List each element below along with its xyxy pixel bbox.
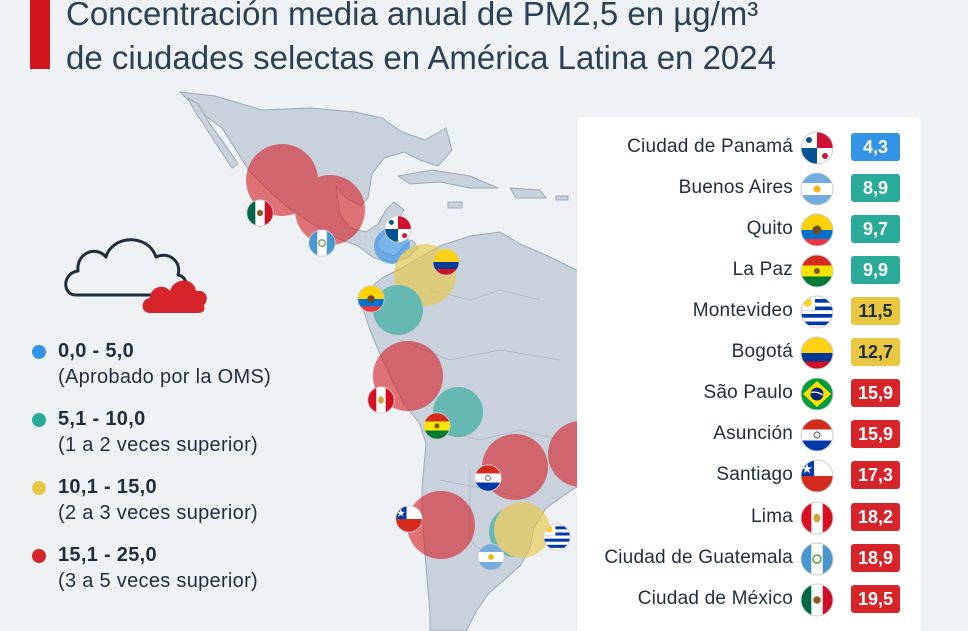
legend-dot-yellow — [32, 481, 46, 495]
hispaniola-island — [509, 187, 547, 199]
city-name: Asunción — [713, 423, 793, 444]
city-name: Ciudad de México — [637, 588, 793, 609]
city-row: Ciudad de México 19,5 — [577, 579, 921, 620]
border-line — [429, 289, 541, 301]
cloud-icon — [64, 238, 207, 313]
chile-flag-icon — [395, 505, 423, 533]
city-name: Bogotá — [731, 341, 793, 362]
bubble-santiago — [407, 491, 475, 559]
city-row: Bogotá 12,7 — [577, 332, 921, 373]
legend-range: 0,0 - 5,0 — [58, 340, 135, 362]
city-value-badge: 12,7 — [851, 338, 900, 366]
city-name: São Paulo — [703, 382, 793, 403]
legend-desc: (2 a 3 veces superior) — [58, 502, 259, 524]
bolivia-flag-icon — [800, 254, 834, 288]
bubble-ciudad-de-guatemala — [295, 175, 365, 245]
city-row: Ciudad de Guatemala 18,9 — [577, 538, 921, 579]
peru-flag-icon — [367, 386, 395, 414]
legend-range: 15,1 - 25,0 — [58, 544, 157, 566]
title-line-1: Concentración media anual de PM2,5 en µg… — [66, 0, 759, 32]
city-row: Ciudad de Panamá 4,3 — [577, 127, 921, 168]
colombia-flag-icon — [432, 248, 460, 276]
city-value-badge: 8,9 — [851, 174, 900, 202]
legend-desc: (3 a 5 veces superior) — [58, 570, 259, 592]
uruguay-flag-icon — [543, 523, 571, 551]
legend-range: 5,1 - 10,0 — [58, 408, 146, 430]
peru-flag-icon — [800, 501, 834, 535]
guatemala-flag-icon — [800, 542, 834, 576]
city-row: Quito 9,7 — [577, 209, 921, 250]
argentina-flag-icon — [800, 172, 834, 206]
puerto-rico-island — [555, 195, 569, 201]
city-value-badge: 9,7 — [851, 215, 900, 243]
colombia-flag-icon — [800, 336, 834, 370]
legend-dot-red — [32, 549, 46, 563]
legend-desc: (1 a 2 veces superior) — [58, 434, 259, 456]
baja-california — [187, 97, 239, 169]
city-name: Quito — [746, 218, 793, 239]
city-value-badge: 9,9 — [851, 256, 900, 284]
city-value-badge: 17,3 — [851, 461, 900, 489]
city-value-badge: 18,9 — [851, 544, 900, 572]
city-ranking-panel: Ciudad de Panamá 4,3 Buenos Aires 8,9 Qu… — [577, 117, 921, 631]
argentina-flag-icon — [477, 543, 505, 571]
bubble-quito — [373, 285, 423, 335]
legend-range: 10,1 - 15,0 — [58, 476, 157, 498]
uruguay-flag-icon — [800, 295, 834, 329]
city-value-badge: 11,5 — [851, 297, 900, 325]
city-row: Asunción 15,9 — [577, 414, 921, 455]
city-value-badge: 19,5 — [851, 585, 900, 613]
bubble-montevideo — [494, 502, 550, 558]
title-accent-bar — [30, 0, 50, 69]
city-row: Santiago 17,3 — [577, 455, 921, 496]
city-row: La Paz 9,9 — [577, 250, 921, 291]
city-name: Santiago — [716, 464, 793, 485]
city-value-badge: 4,3 — [851, 133, 900, 161]
paraguay-flag-icon — [800, 418, 834, 452]
city-name: Montevideo — [692, 300, 793, 321]
panama-flag-icon — [384, 215, 412, 243]
chile-flag-icon — [800, 459, 834, 493]
city-value-badge: 15,9 — [851, 379, 900, 407]
mexico-flag-icon — [800, 583, 834, 617]
city-row: Lima 18,2 — [577, 497, 921, 538]
legend-desc: (Aprobado por la OMS) — [58, 366, 272, 388]
city-value-badge: 18,2 — [851, 503, 900, 531]
city-name: Lima — [751, 506, 793, 527]
legend-dot-teal — [32, 413, 46, 427]
paraguay-flag-icon — [474, 464, 502, 492]
city-row: São Paulo 15,9 — [577, 373, 921, 414]
bolivia-flag-icon — [423, 412, 451, 440]
city-name: Buenos Aires — [678, 177, 793, 198]
title-line-2: de ciudades selectas en América Latina e… — [66, 39, 776, 76]
jamaica-island — [447, 201, 463, 209]
brazil-flag-icon — [800, 377, 834, 411]
guatemala-flag-icon — [308, 229, 336, 257]
city-row: Buenos Aires 8,9 — [577, 168, 921, 209]
ecuador-flag-icon — [357, 285, 385, 313]
city-name: La Paz — [732, 259, 793, 280]
mexico-flag-icon — [246, 199, 274, 227]
city-row: Montevideo 11,5 — [577, 291, 921, 332]
ecuador-flag-icon — [800, 213, 834, 247]
cuba-island — [397, 169, 499, 189]
panama-flag-icon — [800, 131, 834, 165]
legend-dot-blue — [32, 345, 46, 359]
city-name: Ciudad de Guatemala — [604, 547, 793, 568]
city-name: Ciudad de Panamá — [627, 136, 793, 157]
city-value-badge: 15,9 — [851, 420, 900, 448]
